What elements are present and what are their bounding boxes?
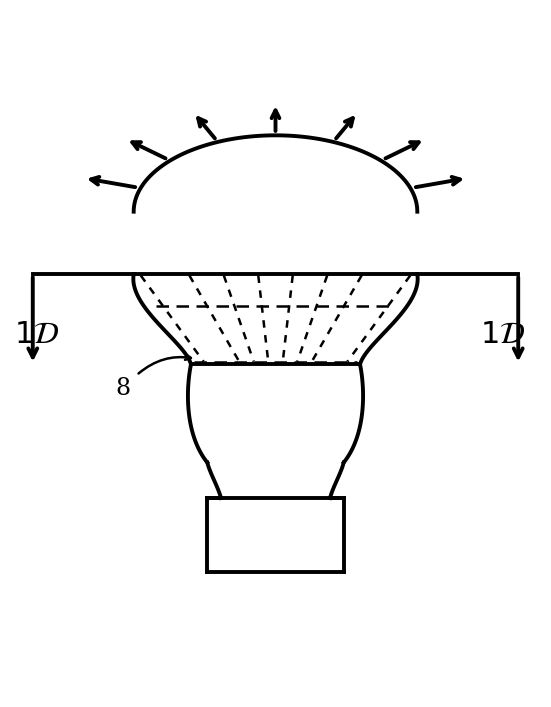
Text: $1\mathcal{D}$: $1\mathcal{D}$ xyxy=(480,319,526,350)
Text: 8: 8 xyxy=(115,378,131,400)
Text: $1\mathcal{D}$: $1\mathcal{D}$ xyxy=(14,319,59,350)
